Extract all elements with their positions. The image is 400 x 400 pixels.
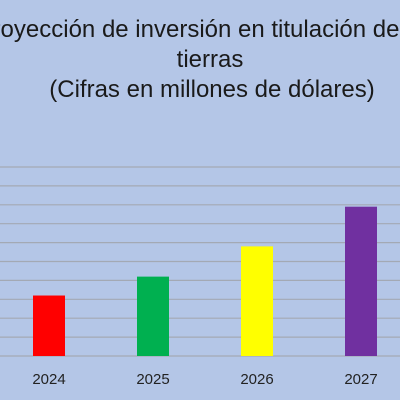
chart-title: Proyección de inversión en titulación de… bbox=[0, 16, 399, 103]
gridlines bbox=[0, 166, 400, 357]
x-tick-label-2025: 2025 bbox=[136, 371, 169, 388]
x-tick-label-2024: 2024 bbox=[32, 371, 65, 388]
x-tick-label-2027: 2027 bbox=[344, 371, 377, 388]
bar-2025 bbox=[137, 276, 169, 356]
bar-2024 bbox=[33, 295, 65, 356]
bar-2026 bbox=[241, 246, 273, 356]
bar-2027 bbox=[345, 206, 377, 356]
x-tick-labels: 2024 2025 2026 2027 bbox=[32, 371, 377, 388]
chart-title-line-3: (Cifras en millones de dólares) bbox=[49, 76, 374, 103]
chart-title-line-2: tierras bbox=[177, 46, 244, 73]
x-tick-label-2026: 2026 bbox=[240, 371, 273, 388]
bars bbox=[33, 206, 377, 356]
chart-title-line-1: Proyección de inversión en titulación de bbox=[0, 16, 399, 43]
